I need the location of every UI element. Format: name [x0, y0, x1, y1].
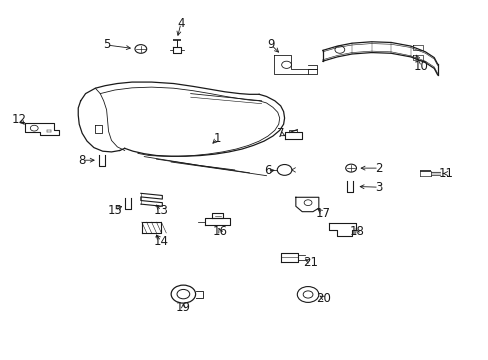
- Text: 1: 1: [213, 132, 221, 145]
- Text: 20: 20: [316, 292, 330, 305]
- Text: 12: 12: [12, 113, 27, 126]
- Text: 3: 3: [374, 181, 382, 194]
- Text: 4: 4: [177, 17, 184, 30]
- Text: 18: 18: [349, 225, 364, 238]
- Text: 6: 6: [263, 165, 271, 177]
- Text: 5: 5: [102, 39, 110, 51]
- Text: 10: 10: [413, 60, 428, 73]
- Text: 8: 8: [78, 154, 86, 167]
- Text: 21: 21: [303, 256, 317, 269]
- Text: 7: 7: [277, 127, 285, 140]
- Text: 15: 15: [107, 204, 122, 217]
- Text: 13: 13: [154, 204, 168, 217]
- Text: 9: 9: [267, 39, 275, 51]
- Text: 2: 2: [374, 162, 382, 175]
- Text: 14: 14: [154, 235, 168, 248]
- Text: 17: 17: [315, 207, 329, 220]
- Text: 19: 19: [176, 301, 190, 314]
- Text: 11: 11: [438, 167, 452, 180]
- Text: 16: 16: [212, 225, 227, 238]
